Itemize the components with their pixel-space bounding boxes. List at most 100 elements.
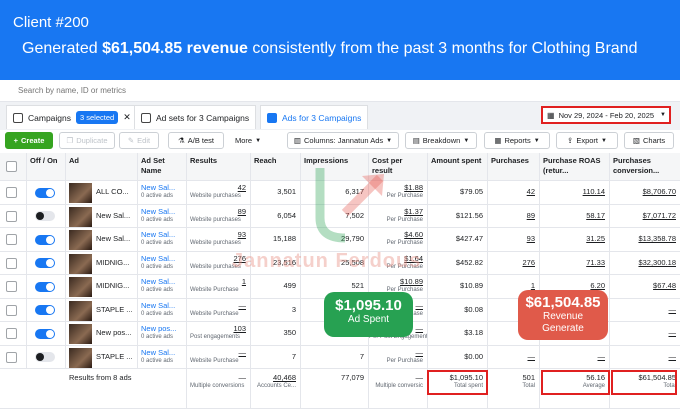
purchases-value[interactable]: 276	[522, 257, 535, 267]
conv-value[interactable]: —	[668, 328, 677, 337]
ad-thumbnail[interactable]	[69, 230, 92, 250]
adset-link[interactable]: New pos...	[141, 324, 177, 333]
duplicate-button[interactable]: ❐ Duplicate	[59, 132, 115, 149]
ad-name[interactable]: New Sal...	[96, 234, 131, 243]
conv-value[interactable]: —	[668, 351, 677, 361]
on-off-toggle[interactable]	[35, 187, 55, 198]
ad-thumbnail[interactable]	[69, 206, 92, 227]
conv-value[interactable]: $7,071.72	[642, 210, 676, 220]
create-button[interactable]: + Create	[5, 132, 53, 149]
purchases-value[interactable]: 89	[526, 210, 535, 220]
col-results[interactable]: Results	[187, 153, 251, 180]
table-row[interactable]: New pos... New pos... 0 active ads 103 Post …	[0, 322, 680, 346]
adset-link[interactable]: New Sal...	[141, 347, 176, 357]
col-purchases[interactable]: Purchases	[488, 153, 540, 180]
results-value[interactable]: —	[238, 347, 247, 357]
ad-thumbnail[interactable]	[69, 347, 92, 368]
row-checkbox[interactable]	[6, 304, 17, 316]
results-value[interactable]: 276	[233, 253, 246, 263]
ad-thumbnail[interactable]	[69, 324, 92, 344]
row-checkbox[interactable]	[6, 187, 17, 199]
cpr-value[interactable]: $1.88	[404, 183, 423, 192]
purchases-value[interactable]: 42	[526, 187, 535, 196]
ad-thumbnail[interactable]	[69, 183, 92, 203]
cpr-value[interactable]: $1.37	[404, 206, 423, 216]
date-range-picker[interactable]: ▦ Nov 29, 2024 - Feb 20, 2025 ▼	[541, 106, 671, 124]
adset-link[interactable]: New Sal...	[141, 253, 176, 263]
tab-ads[interactable]: Ads for 3 Campaigns	[260, 105, 369, 129]
col-adset[interactable]: Ad Set Name	[138, 153, 187, 180]
roas-value[interactable]: —	[597, 351, 606, 361]
ad-name[interactable]: STAPLE ...	[96, 304, 133, 314]
breakdown-button[interactable]: ▤ Breakdown ▼	[405, 132, 477, 149]
conv-value[interactable]: $8,706.70	[642, 187, 676, 196]
reports-button[interactable]: ▦ Reports ▼	[484, 132, 550, 149]
cpr-value[interactable]: —	[415, 347, 424, 357]
conv-value[interactable]: $32,300.18	[638, 257, 676, 267]
col-reach[interactable]: Reach	[251, 153, 301, 180]
ab-test-button[interactable]: ⚗ A/B test	[168, 132, 224, 149]
on-off-toggle[interactable]	[35, 281, 55, 292]
search-input[interactable]	[18, 86, 318, 95]
ad-name[interactable]: MIDNIG...	[96, 257, 130, 267]
purchases-value[interactable]: 93	[526, 234, 535, 243]
export-button[interactable]: ⇪ Export ▼	[556, 132, 618, 149]
row-checkbox[interactable]	[6, 210, 17, 222]
ad-thumbnail[interactable]	[69, 277, 92, 297]
roas-value[interactable]: 58.17	[586, 210, 605, 220]
row-checkbox[interactable]	[6, 351, 17, 363]
results-value[interactable]: —	[238, 300, 247, 310]
ad-name[interactable]: ALL CO...	[96, 187, 129, 196]
conv-value[interactable]: $13,358.78	[638, 234, 676, 243]
tab-adsets[interactable]: Ad sets for 3 Campaigns	[134, 105, 257, 129]
more-button[interactable]: More ▼	[228, 132, 268, 149]
roas-value[interactable]: 31.25	[586, 234, 605, 243]
ad-name[interactable]: STAPLE ...	[96, 351, 133, 361]
cpr-value[interactable]: —	[415, 324, 424, 333]
roas-value[interactable]: 110.14	[582, 187, 605, 196]
col-spent[interactable]: Amount spent	[428, 153, 488, 180]
row-checkbox[interactable]	[6, 234, 17, 246]
adset-link[interactable]: New Sal...	[141, 277, 176, 286]
cpr-value[interactable]: $10.89	[400, 277, 423, 286]
ad-thumbnail[interactable]	[69, 300, 92, 321]
purchases-value[interactable]: 1	[530, 281, 535, 290]
adset-link[interactable]: New Sal...	[141, 183, 176, 192]
charts-button[interactable]: ▧ Charts	[624, 132, 674, 149]
purchases-value[interactable]: —	[527, 351, 536, 361]
ad-name[interactable]: New pos...	[96, 328, 132, 337]
on-off-toggle[interactable]	[35, 234, 55, 245]
table-row[interactable]: MIDNIG... New Sal... 0 active ads 276 Websit…	[0, 251, 680, 275]
on-off-toggle[interactable]	[35, 328, 55, 339]
table-row[interactable]: STAPLE ... New Sal... 0 active ads — Website…	[0, 345, 680, 369]
col-ad[interactable]: Ad	[66, 153, 138, 180]
table-row[interactable]: New Sal... New Sal... 0 active ads 93 Websit…	[0, 228, 680, 252]
conv-value[interactable]: $67.48	[653, 281, 676, 290]
col-cpr[interactable]: Cost per result	[369, 153, 428, 180]
close-icon[interactable]: ✕	[123, 112, 131, 122]
on-off-toggle[interactable]	[35, 258, 55, 269]
col-conv[interactable]: Purchases conversion...	[610, 153, 680, 180]
col-impressions[interactable]: Impressions	[301, 153, 369, 180]
results-value[interactable]: 93	[237, 230, 246, 239]
results-value[interactable]: 1	[241, 277, 246, 286]
row-checkbox[interactable]	[6, 257, 17, 269]
roas-value[interactable]: 6.20	[590, 281, 605, 290]
conv-value[interactable]: —	[668, 304, 677, 314]
edit-button[interactable]: ✎ Edit	[119, 132, 159, 149]
ad-thumbnail[interactable]	[69, 253, 92, 274]
results-value[interactable]: 42	[237, 183, 246, 192]
col-roas[interactable]: Purchase ROAS (retur...	[540, 153, 610, 180]
select-all-checkbox[interactable]	[6, 161, 17, 172]
columns-button[interactable]: ▥ Columns: Jannatun Ads ▼	[287, 132, 399, 149]
ad-name[interactable]: MIDNIG...	[96, 281, 130, 290]
row-checkbox[interactable]	[6, 328, 17, 340]
tab-campaigns[interactable]: Campaigns 3 selected ✕	[6, 105, 138, 129]
roas-value[interactable]: 71.33	[586, 257, 605, 267]
adset-link[interactable]: New Sal...	[141, 230, 176, 239]
cpr-value[interactable]: —	[415, 300, 424, 310]
on-off-toggle[interactable]	[35, 352, 55, 363]
selected-badge[interactable]: 3 selected	[76, 111, 119, 124]
table-row[interactable]: New Sal... New Sal... 0 active ads 89 Websit…	[0, 204, 680, 228]
on-off-toggle[interactable]	[35, 211, 55, 222]
